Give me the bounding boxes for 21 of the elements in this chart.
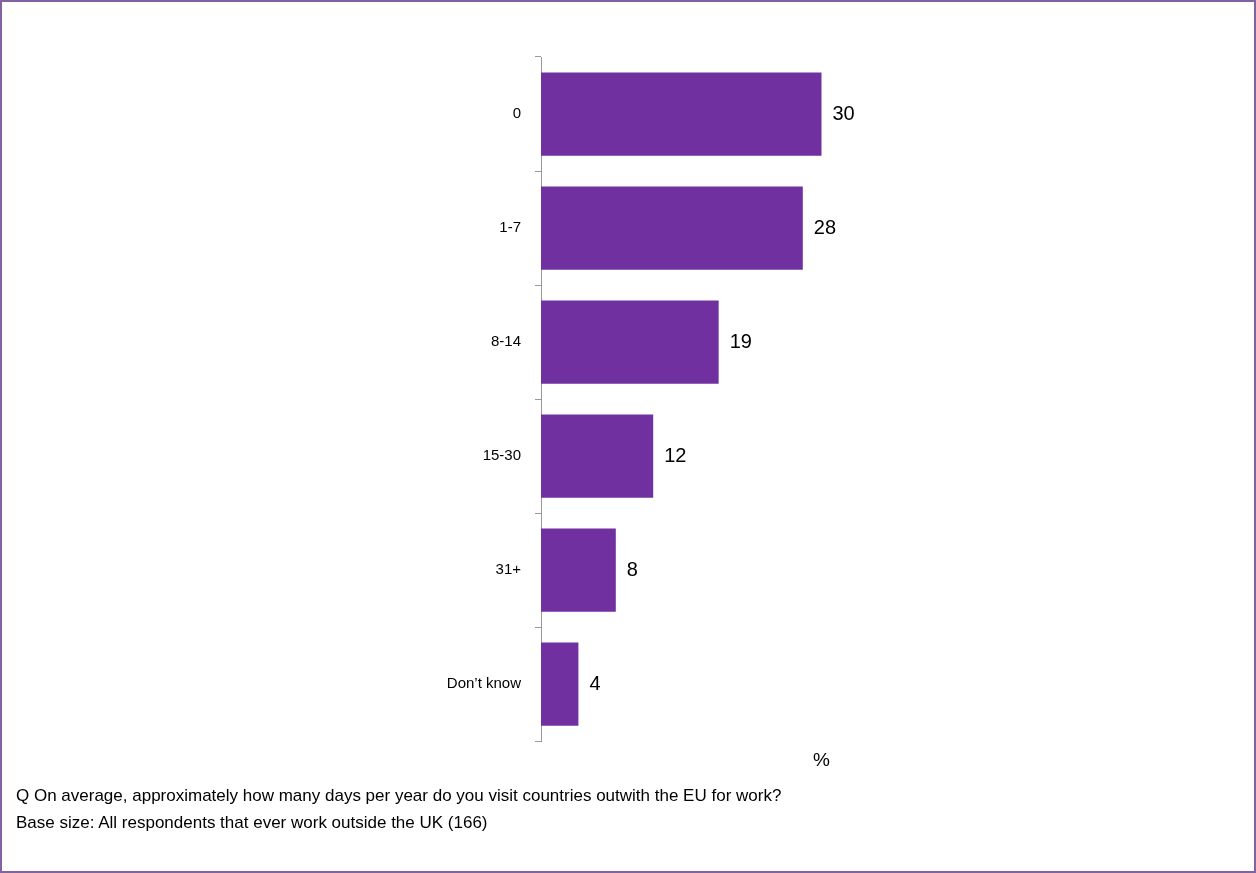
bar [541,528,616,612]
bar [541,414,654,498]
y-tick-label: 8-14 [490,332,521,350]
y-tick-label: Don’t know [446,674,522,692]
data-label: 28 [813,215,837,238]
data-label: 8 [626,557,638,580]
y-tick-label: 31+ [495,560,522,578]
y-tick-label: 15-30 [482,446,521,464]
bar [541,300,719,384]
y-tick-label: 1-7 [499,218,521,236]
bar [541,642,579,726]
text: Q On average, approximately how many days per year do you visit countries outwith the EU for work? [16,785,782,807]
text: Base size: All respondents that ever work outside the UK (166) [16,812,489,834]
bar [541,72,822,156]
y-tick-label: 0 [512,104,521,122]
x-axis-title: % [813,748,831,770]
data-label: 4 [589,671,601,694]
data-label: 19 [729,329,752,352]
data-label: 12 [664,443,687,466]
bar [541,186,803,270]
data-label: 30 [832,101,855,124]
